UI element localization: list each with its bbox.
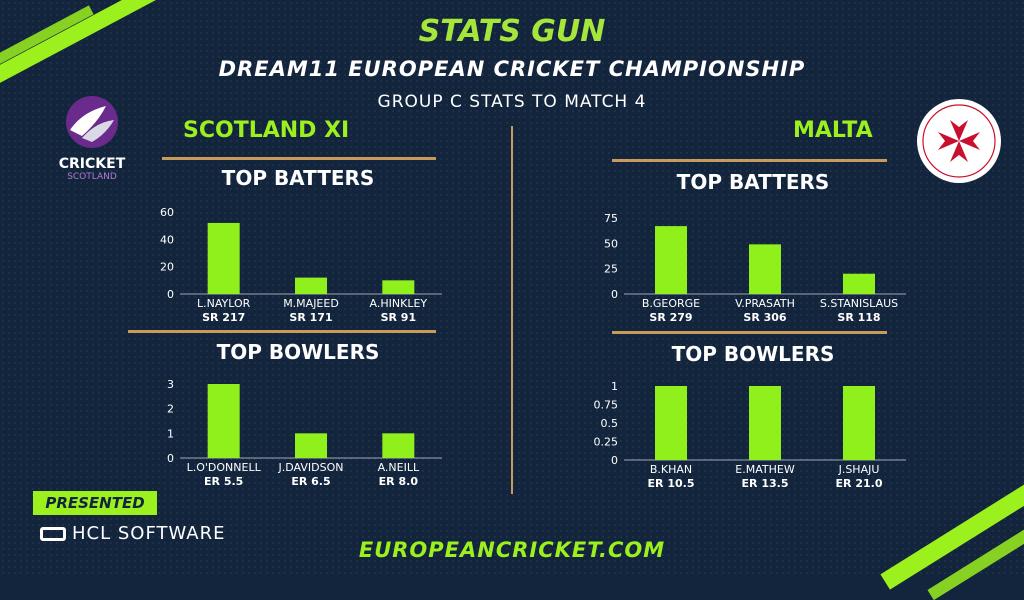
section-title-right-bowlers: TOP BOWLERS <box>671 342 835 366</box>
stat-label: ER 13.5 <box>742 477 789 490</box>
bar-2 <box>749 386 781 460</box>
x-tick-label: B.GEORGE <box>642 297 700 310</box>
bar-1 <box>207 384 240 458</box>
team-name-right: MALTA <box>793 118 873 143</box>
y-tick-label: 75 <box>604 212 618 225</box>
stat-label: SR 306 <box>743 311 787 324</box>
section-title-right-batters: TOP BATTERS <box>676 170 830 194</box>
bar-3 <box>843 386 875 460</box>
bar-3 <box>382 433 415 458</box>
stat-label: ER 21.0 <box>836 477 883 490</box>
stat-label: SR 217 <box>202 311 245 324</box>
sponsor-name: HCL SOFTWARE <box>72 523 226 544</box>
stat-label: ER 8.0 <box>379 475 419 488</box>
stat-label: SR 171 <box>289 311 332 324</box>
stat-label: ER 6.5 <box>291 475 330 488</box>
y-tick-label: 3 <box>167 378 174 391</box>
stat-label: SR 118 <box>837 311 880 324</box>
y-tick-label: 0.5 <box>601 417 619 430</box>
section-title-left-bowlers: TOP BOWLERS <box>216 340 380 364</box>
bar-1 <box>655 226 687 294</box>
x-tick-label: A.HINKLEY <box>370 297 428 310</box>
logo-text-bottom: SCOTLAND <box>67 172 117 182</box>
hcl-logo-icon <box>40 527 66 541</box>
team-name-left: SCOTLAND XI <box>183 118 350 143</box>
x-tick-label: B.KHAN <box>650 463 692 476</box>
center-divider <box>511 126 513 494</box>
bar-2 <box>295 277 327 294</box>
x-tick-label: L.O'DONNELL <box>187 461 262 474</box>
website-link[interactable]: EUROPEANCRICKET.COM <box>358 538 666 562</box>
rule-left-mid <box>128 330 436 333</box>
x-tick-label: L.NAYLOR <box>197 297 251 310</box>
x-tick-label: J.DAVIDSON <box>278 461 344 474</box>
y-tick-label: 1 <box>611 380 618 393</box>
y-tick-label: 60 <box>160 206 174 219</box>
y-tick-label: 25 <box>604 263 618 276</box>
y-tick-label: 0 <box>167 452 174 465</box>
rule-right-top <box>612 159 887 162</box>
cricket-scotland-logo: CRICKET SCOTLAND <box>52 92 132 182</box>
y-tick-label: 0 <box>611 454 618 467</box>
x-tick-label: V.PRASATH <box>735 297 795 310</box>
event-title: DREAM11 EUROPEAN CRICKET CHAMPIONSHIP <box>218 57 806 81</box>
rule-right-mid <box>612 331 887 334</box>
y-tick-label: 2 <box>167 403 174 416</box>
bar-3 <box>843 273 875 294</box>
logo-text-top: CRICKET <box>58 156 126 172</box>
y-tick-label: 0.75 <box>594 399 618 412</box>
x-tick-label: M.MAJEED <box>283 297 339 310</box>
bar-3 <box>382 280 415 294</box>
bar-2 <box>295 433 327 458</box>
y-tick-label: 20 <box>160 261 174 274</box>
malta-cross-icon <box>917 99 1001 183</box>
thistle-icon <box>66 96 118 148</box>
bar-2 <box>749 244 781 294</box>
x-tick-label: J.SHAJU <box>838 463 880 476</box>
stat-label: SR 91 <box>381 311 417 324</box>
y-tick-label: 0.25 <box>594 436 618 449</box>
x-tick-label: S.STANISLAUS <box>820 297 898 310</box>
sponsor-logo: HCL SOFTWARE <box>40 523 226 544</box>
brand-title: STATS GUN <box>418 14 606 49</box>
bar-1 <box>655 386 687 460</box>
stat-label: ER 5.5 <box>204 475 243 488</box>
presented-by-badge: PRESENTED BY <box>33 491 157 536</box>
y-tick-label: 40 <box>160 233 174 246</box>
y-tick-label: 0 <box>611 288 618 301</box>
y-tick-label: 1 <box>167 427 174 440</box>
x-tick-label: A.NEILL <box>378 461 420 474</box>
malta-cricket-logo <box>916 98 1002 184</box>
section-title-left-batters: TOP BATTERS <box>221 166 375 190</box>
stat-label: ER 10.5 <box>648 477 695 490</box>
stat-label: SR 279 <box>649 311 692 324</box>
bar-1 <box>207 222 240 294</box>
x-tick-label: E.MATHEW <box>735 463 795 476</box>
y-tick-label: 50 <box>604 237 618 250</box>
page-subtitle: GROUP C STATS TO MATCH 4 <box>377 92 647 112</box>
y-tick-label: 0 <box>167 288 174 301</box>
rule-left-top <box>162 157 436 160</box>
